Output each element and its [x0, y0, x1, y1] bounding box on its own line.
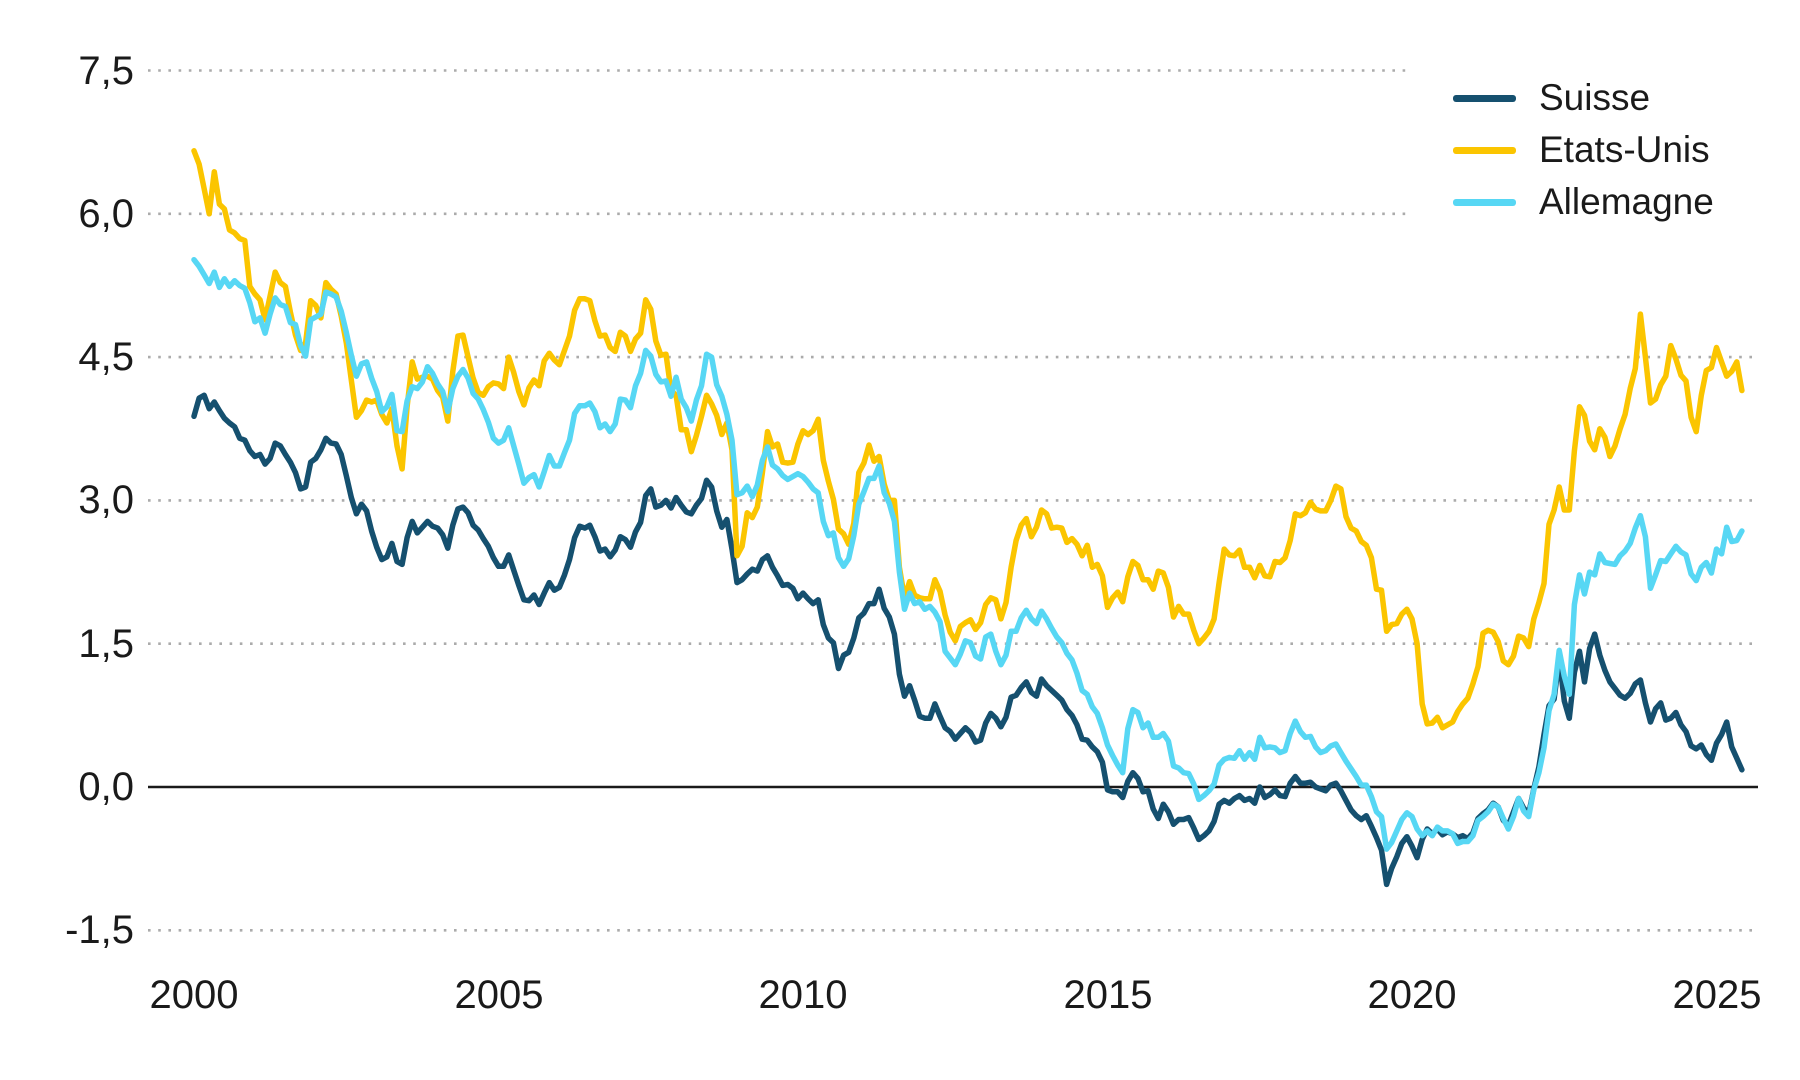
y-tick-label-4,5: 4,5 — [78, 335, 134, 379]
etats-unis-line-swatch — [1453, 146, 1516, 154]
y-tick-label-0,0: 0,0 — [78, 765, 134, 809]
x-tick-label-2020: 2020 — [1367, 973, 1457, 1017]
x-tick-label-2025: 2025 — [1672, 973, 1762, 1017]
y-tick-label--1,5: -1,5 — [65, 908, 134, 952]
x-tick-label-2005: 2005 — [454, 973, 544, 1017]
y-tick-label-7,5: 7,5 — [78, 49, 134, 93]
allemagne-line-swatch — [1453, 198, 1516, 206]
legend-label-allemagne: Allemagne — [1539, 181, 1714, 222]
suisse-line-swatch — [1453, 94, 1516, 102]
y-tick-label-1,5: 1,5 — [78, 622, 134, 666]
legend-item-suisse: Suisse — [1453, 72, 1714, 124]
series-line-allemagne — [191, 256, 1745, 852]
legend-item-etats-unis: Etats-Unis — [1453, 124, 1714, 176]
legend: Suisse Etats-Unis Allemagne — [1453, 72, 1714, 228]
legend-label-etats-unis: Etats-Unis — [1539, 129, 1710, 170]
x-tick-label-2015: 2015 — [1063, 973, 1153, 1017]
x-tick-label-2010: 2010 — [758, 973, 848, 1017]
legend-label-suisse: Suisse — [1539, 77, 1651, 118]
y-tick-label-3,0: 3,0 — [78, 478, 134, 522]
legend-item-allemagne: Allemagne — [1453, 176, 1714, 228]
series-line-etats-unis — [191, 148, 1745, 731]
x-tick-label-2000: 2000 — [149, 973, 239, 1017]
y-tick-label-6,0: 6,0 — [78, 192, 134, 236]
